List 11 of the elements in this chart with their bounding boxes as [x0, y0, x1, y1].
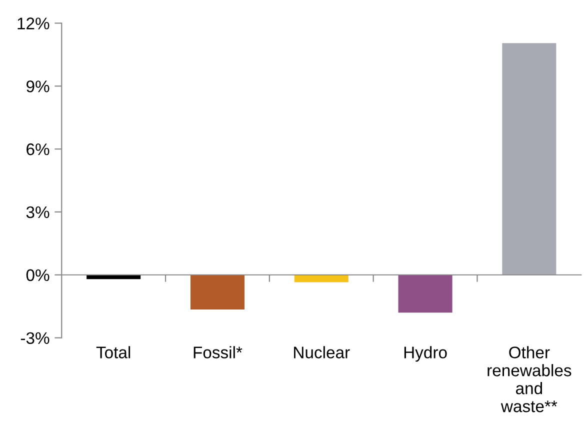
x-tick-label: Hydro [404, 346, 447, 362]
y-tick-label: 0% [26, 269, 50, 282]
y-tick-label: 9% [26, 80, 50, 92]
x-tick-label: Total [96, 346, 130, 358]
x-tick-label: Other renewables and waste** [488, 346, 572, 412]
x-tick-label: Nuclear [294, 346, 350, 358]
x-tick-label: Fossil* [194, 346, 242, 358]
y-tick-label: -3% [20, 332, 50, 344]
y-tick-label: 12% [18, 18, 50, 30]
y-tick-label: 6% [26, 143, 50, 156]
y-tick-label: 3% [26, 206, 50, 218]
